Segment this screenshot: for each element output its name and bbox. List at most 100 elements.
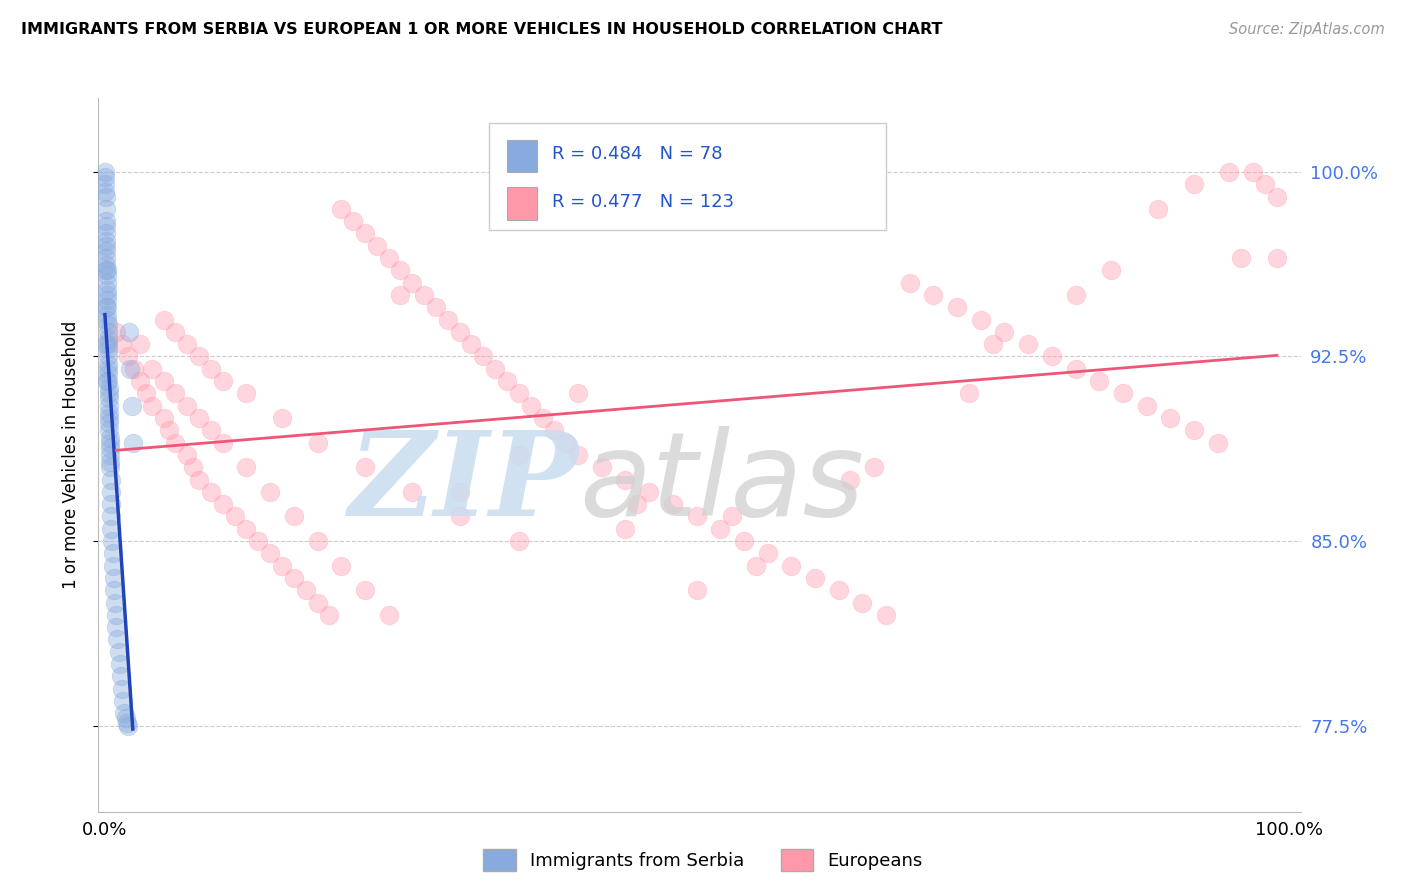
Point <box>104 596 127 610</box>
Point <box>121 399 143 413</box>
Text: R = 0.484   N = 78: R = 0.484 N = 78 <box>551 145 723 163</box>
Point <box>98 441 121 455</box>
Point <box>152 312 174 326</box>
Point <box>922 288 945 302</box>
Point <box>114 711 136 725</box>
Point <box>827 583 849 598</box>
Point <box>103 571 125 585</box>
Point <box>100 522 122 536</box>
Point <box>98 460 121 475</box>
Point <box>97 332 120 346</box>
Text: Source: ZipAtlas.com: Source: ZipAtlas.com <box>1229 22 1385 37</box>
Point <box>330 558 353 573</box>
Point <box>98 406 121 420</box>
Point <box>780 558 803 573</box>
Point <box>662 497 685 511</box>
Point <box>1265 251 1288 265</box>
Point <box>176 399 198 413</box>
Point <box>484 361 506 376</box>
Point <box>94 165 117 179</box>
FancyBboxPatch shape <box>489 123 886 230</box>
Point <box>104 607 127 622</box>
Point <box>756 546 779 560</box>
Point <box>98 455 121 469</box>
Point <box>100 484 122 499</box>
Point <box>100 473 122 487</box>
Point <box>98 435 121 450</box>
Point <box>283 509 305 524</box>
Point <box>981 337 1004 351</box>
Point <box>101 546 124 560</box>
Point <box>875 607 897 622</box>
Point <box>970 312 993 326</box>
Point <box>98 423 121 437</box>
Point <box>1230 251 1253 265</box>
Point <box>863 460 886 475</box>
Point <box>685 583 707 598</box>
Point <box>112 694 135 708</box>
Point <box>354 227 377 241</box>
Point <box>401 276 423 290</box>
Point <box>318 607 340 622</box>
Point <box>135 386 157 401</box>
Point <box>105 620 128 634</box>
Point <box>94 239 117 253</box>
Point <box>128 337 150 351</box>
Point <box>97 367 120 381</box>
Point <box>141 399 163 413</box>
Point <box>330 202 353 216</box>
Point <box>105 632 128 647</box>
Point <box>128 374 150 388</box>
Point <box>946 300 969 314</box>
FancyBboxPatch shape <box>508 139 537 171</box>
Point <box>96 251 118 265</box>
Point <box>97 337 120 351</box>
Point <box>508 534 530 549</box>
Point <box>638 484 661 499</box>
Point <box>508 448 530 462</box>
Point <box>94 178 117 192</box>
Point <box>377 251 399 265</box>
Point <box>101 534 124 549</box>
Point <box>224 509 246 524</box>
Point <box>110 669 132 683</box>
Point <box>97 350 120 364</box>
Point <box>96 244 118 258</box>
Point <box>543 423 565 437</box>
Point <box>165 325 187 339</box>
Point <box>1135 399 1157 413</box>
Point <box>96 337 118 351</box>
Point <box>176 337 198 351</box>
Point <box>685 509 707 524</box>
Point <box>100 497 122 511</box>
Point <box>97 342 120 356</box>
Point <box>117 718 139 732</box>
Point <box>449 509 471 524</box>
Point <box>1206 435 1229 450</box>
Point <box>555 435 578 450</box>
Point <box>235 460 257 475</box>
Point <box>614 522 637 536</box>
Text: ZIP: ZIP <box>349 426 579 541</box>
Point <box>259 546 281 560</box>
Point <box>98 416 121 430</box>
Point <box>152 411 174 425</box>
Point <box>957 386 980 401</box>
Point <box>472 350 495 364</box>
Point <box>354 583 377 598</box>
Point <box>97 357 120 371</box>
Point <box>460 337 482 351</box>
Point <box>94 227 117 241</box>
Point <box>111 681 134 696</box>
Point <box>200 423 222 437</box>
Point <box>354 460 377 475</box>
Point <box>96 374 118 388</box>
Point <box>389 263 412 277</box>
Point <box>211 497 233 511</box>
Point <box>108 657 131 671</box>
Point <box>211 374 233 388</box>
Point <box>96 263 118 277</box>
Point <box>96 318 118 332</box>
Point <box>1147 202 1170 216</box>
Point <box>745 558 768 573</box>
